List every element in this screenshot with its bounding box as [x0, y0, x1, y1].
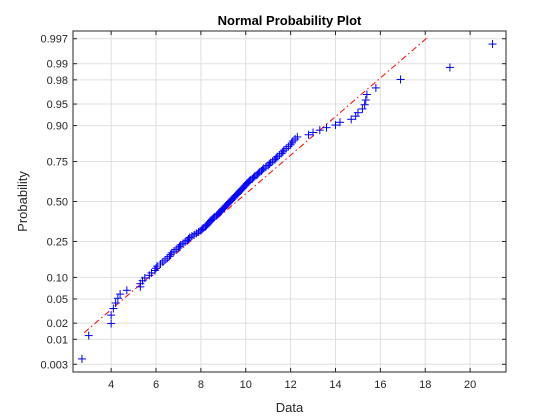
data-point: [77, 354, 86, 363]
data-point: [113, 294, 122, 303]
x-tick-label: 18: [419, 379, 431, 391]
data-point: [322, 123, 331, 132]
y-tick-label: 0.01: [47, 334, 68, 346]
y-tick-label: 0.25: [47, 236, 68, 248]
y-tick-label: 0.90: [47, 121, 68, 133]
x-tick-label: 8: [198, 379, 204, 391]
data-point: [107, 319, 116, 328]
data-point: [84, 331, 93, 340]
data-point: [122, 286, 131, 295]
data-point: [347, 115, 356, 124]
y-tick-label: 0.98: [47, 75, 68, 87]
data-point: [331, 121, 340, 130]
y-tick-label: 0.10: [47, 272, 68, 284]
y-tick-label: 0.003: [40, 359, 68, 371]
data-point: [358, 104, 367, 113]
data-point: [361, 95, 370, 104]
data-point: [362, 90, 371, 99]
y-tick-label: 0.99: [47, 59, 68, 71]
data-point: [445, 63, 454, 72]
x-tick-label: 10: [240, 379, 252, 391]
x-axis-label: Data: [276, 400, 304, 415]
y-tick-label: 0.75: [47, 157, 68, 169]
x-tick-label: 6: [153, 379, 159, 391]
data-point: [488, 40, 497, 49]
data-point: [278, 147, 287, 156]
data-point: [153, 262, 162, 271]
data-point: [152, 264, 161, 273]
data-point: [293, 132, 302, 141]
y-tick-label: 0.95: [47, 99, 68, 111]
data-point: [309, 128, 318, 137]
y-tick-label: 0.50: [47, 197, 68, 209]
data-point: [166, 250, 175, 259]
y-tick-label: 0.997: [40, 34, 68, 46]
data-point: [371, 83, 380, 92]
x-tick-label: 20: [464, 379, 476, 391]
grid-layer: [73, 31, 506, 372]
data-point: [140, 273, 149, 282]
y-tick-label: 0.02: [47, 318, 68, 330]
data-point: [111, 299, 120, 308]
data-markers: [77, 40, 497, 363]
data-point: [109, 304, 118, 313]
tick-layer: 4 6 8 10 12 14 16 18 20 0.003 0.01 0.02 0.05 0.10 0.25…: [40, 31, 506, 391]
data-point: [353, 108, 362, 117]
data-point: [360, 100, 369, 109]
data-point: [396, 75, 405, 84]
chart-title: Normal Probability Plot: [218, 13, 362, 28]
data-point: [304, 130, 313, 139]
reference-line: [83, 37, 428, 334]
reference-line-layer: [83, 37, 428, 334]
y-axis-label: Probability: [15, 171, 30, 232]
y-tick-label: 0.05: [47, 294, 68, 306]
data-point: [287, 138, 296, 147]
x-tick-label: 4: [108, 379, 114, 391]
data-point: [107, 311, 116, 320]
data-point: [335, 118, 344, 127]
data-point: [116, 290, 125, 299]
x-tick-label: 12: [284, 379, 296, 391]
x-tick-label: 14: [329, 379, 341, 391]
data-point: [315, 126, 324, 135]
x-tick-label: 16: [374, 379, 386, 391]
